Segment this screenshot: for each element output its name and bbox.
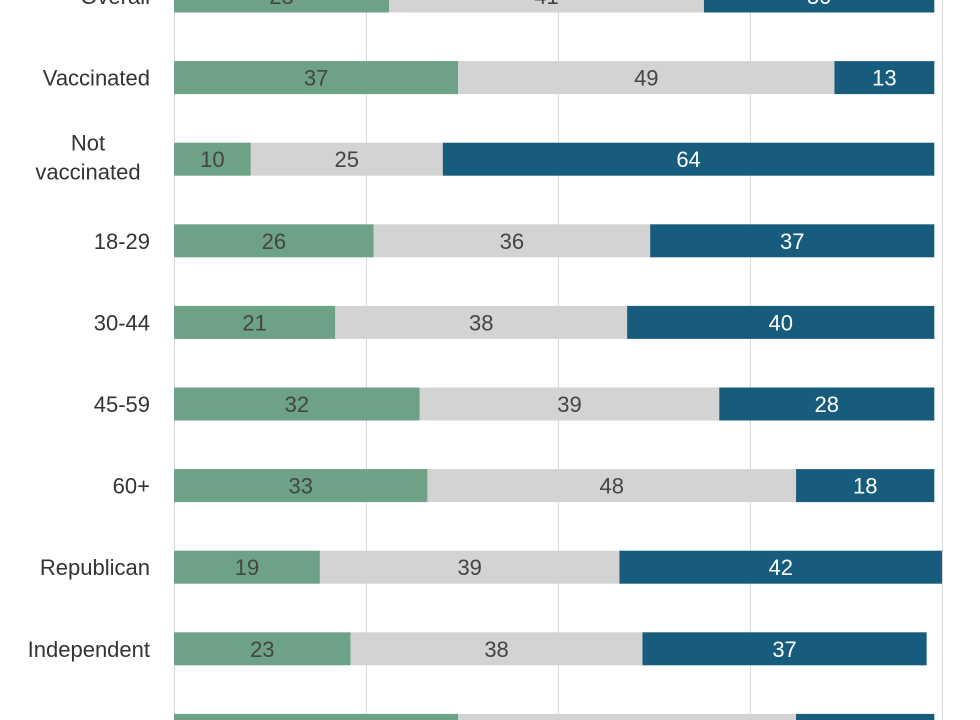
data-label: 36 xyxy=(500,229,524,254)
data-label: 21 xyxy=(242,310,266,335)
bar-segment xyxy=(458,61,835,95)
bar-segment xyxy=(796,469,935,503)
data-label: 48 xyxy=(600,474,624,499)
bar-segment xyxy=(174,550,320,584)
bar-segment xyxy=(319,550,620,584)
data-label: 18 xyxy=(853,474,877,499)
data-label: 37 xyxy=(304,66,328,91)
bar-segment xyxy=(719,387,935,421)
bar-segment xyxy=(796,713,935,720)
data-label: 42 xyxy=(768,555,792,580)
bar-segment xyxy=(174,305,336,339)
category-label: 18-29 xyxy=(94,229,150,254)
data-label: 38 xyxy=(469,310,493,335)
bar-segment xyxy=(174,61,459,95)
bar-segment xyxy=(174,713,459,720)
bar-segment xyxy=(650,224,935,258)
category-label: Independent xyxy=(28,637,150,662)
gridlines xyxy=(174,0,943,720)
bars xyxy=(174,0,942,720)
data-label: 40 xyxy=(768,310,792,335)
data-label: 25 xyxy=(335,147,359,172)
data-label: 28 xyxy=(269,0,293,9)
bar-segment xyxy=(350,632,643,666)
category-label: Republican xyxy=(40,555,150,580)
category-label: Vaccinated xyxy=(43,66,150,91)
category-label: Democrat xyxy=(55,718,150,720)
data-label: 37 xyxy=(780,229,804,254)
data-label: 38 xyxy=(484,637,508,662)
bar-segment xyxy=(335,305,628,339)
bar-segment xyxy=(427,469,797,503)
category-label: Not vaccinated xyxy=(35,131,140,185)
data-label: 23 xyxy=(250,637,274,662)
data-label: 41 xyxy=(534,0,558,9)
bar-segment xyxy=(174,469,428,503)
data-label: 37 xyxy=(304,718,328,720)
data-label: 13 xyxy=(872,66,896,91)
bar-segment xyxy=(642,632,927,666)
bar-segment xyxy=(619,550,942,584)
bar-segment xyxy=(389,0,704,13)
bar-segment xyxy=(834,61,935,95)
data-label: 33 xyxy=(288,474,312,499)
data-label: 39 xyxy=(457,555,481,580)
data-label: 32 xyxy=(285,392,309,417)
data-label: 18 xyxy=(853,718,877,720)
bar-segment xyxy=(442,142,935,176)
data-label: 26 xyxy=(262,229,286,254)
data-label: 30 xyxy=(807,0,831,9)
category-label: 45-59 xyxy=(94,392,150,417)
data-label: 10 xyxy=(200,147,224,172)
bar-segment xyxy=(627,305,935,339)
category-label: Overall xyxy=(80,0,150,9)
data-label: 28 xyxy=(815,392,839,417)
data-label: 37 xyxy=(772,637,796,662)
data-label: 64 xyxy=(676,147,700,172)
data-label: 44 xyxy=(615,718,639,720)
category-label: 30-44 xyxy=(94,310,150,335)
data-label: 19 xyxy=(235,555,259,580)
data-label: 49 xyxy=(634,66,658,91)
category-label: 60+ xyxy=(113,474,150,499)
bar-segment xyxy=(174,0,390,13)
bar-segment xyxy=(250,142,443,176)
bar-segment xyxy=(174,142,251,176)
data-label: 39 xyxy=(557,392,581,417)
bar-segment xyxy=(458,713,797,720)
value-labels: 28 41 30 37 49 13 10 25 64 26 36 37 21 38 40 32 39 28 33 48… xyxy=(200,0,896,720)
bar-segment xyxy=(174,387,420,421)
bar-segment xyxy=(373,224,651,258)
bar-segment xyxy=(174,632,351,666)
bar-segment xyxy=(703,0,935,13)
bar-segment xyxy=(419,387,720,421)
bar-segment xyxy=(174,224,374,258)
